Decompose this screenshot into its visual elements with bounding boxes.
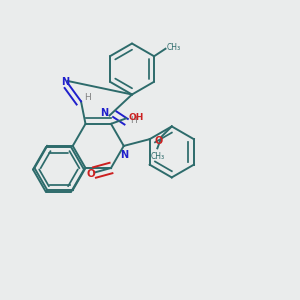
Text: N: N — [61, 77, 69, 87]
Text: O: O — [86, 169, 95, 179]
Text: CH₃: CH₃ — [150, 152, 164, 161]
Text: OH: OH — [128, 113, 144, 122]
Text: H: H — [84, 93, 91, 102]
Text: H: H — [130, 116, 137, 125]
Text: N: N — [100, 108, 108, 118]
Text: N: N — [120, 149, 128, 160]
Text: CH₃: CH₃ — [167, 44, 181, 52]
Text: O: O — [155, 136, 163, 146]
